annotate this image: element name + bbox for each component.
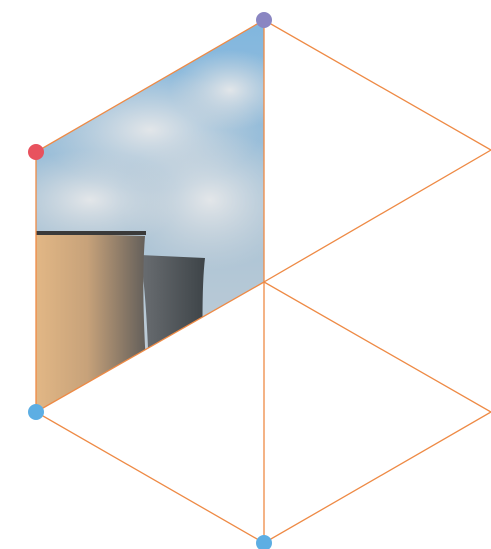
node-dot xyxy=(256,535,272,549)
photo xyxy=(0,15,300,420)
node-dot xyxy=(28,404,44,420)
node-dot xyxy=(256,12,272,28)
hexagon-graphic xyxy=(0,0,491,549)
page xyxy=(0,0,491,549)
node-dot xyxy=(28,144,44,160)
